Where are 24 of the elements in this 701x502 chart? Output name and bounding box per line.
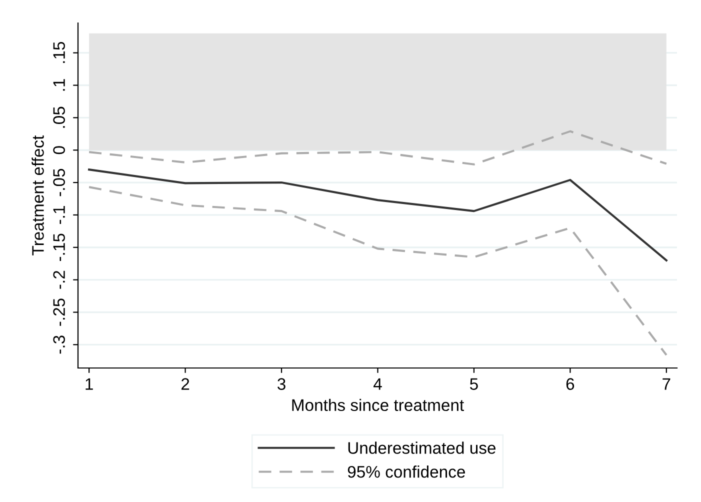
x-tick-label: 6 <box>566 378 574 390</box>
y-tick-label: -.2 <box>53 270 65 289</box>
x-tick-label: 7 <box>662 378 670 390</box>
y-axis-title: Treatment effect <box>32 135 44 256</box>
x-tick-label: 5 <box>470 378 478 390</box>
line-series <box>88 168 668 262</box>
legend-label: Underestimated use <box>348 442 496 454</box>
legend-label: 95% confidence <box>348 466 465 478</box>
y-tick-label: -.15 <box>53 234 65 261</box>
x-axis-title: Months since treatment <box>292 398 464 412</box>
y-tick-label: -.3 <box>53 336 65 354</box>
y-tick-label: .05 <box>53 106 65 128</box>
x-tick-label: 1 <box>86 378 93 390</box>
line-series <box>88 130 668 166</box>
y-tick-label: -.25 <box>53 298 65 326</box>
x-tick-label: 2 <box>181 378 190 390</box>
y-tick-label: .15 <box>53 42 65 63</box>
y-tick-label: .1 <box>53 79 65 91</box>
y-tick-label: -.05 <box>53 168 65 196</box>
y-tick-label: 0 <box>53 146 65 154</box>
y-tick-label: -.1 <box>53 206 65 224</box>
line-series <box>88 186 668 356</box>
x-tick-label: 4 <box>373 378 382 390</box>
x-tick-label: 3 <box>278 378 286 390</box>
